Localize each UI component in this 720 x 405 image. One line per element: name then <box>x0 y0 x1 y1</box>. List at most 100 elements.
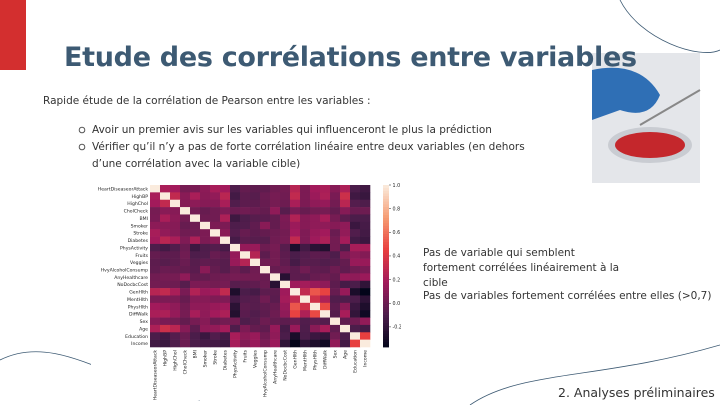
heatmap-cell <box>330 317 341 326</box>
heatmap-cell <box>300 185 311 193</box>
heatmap-cell <box>160 302 171 311</box>
heatmap-cell <box>200 229 211 237</box>
colorbar-step <box>383 263 389 267</box>
colorbar-step <box>383 198 389 202</box>
heatmap-cell <box>280 310 291 318</box>
heatmap-cell <box>260 236 271 245</box>
colorbar-step <box>383 317 389 321</box>
heatmap-cell <box>270 302 281 311</box>
colorbar-step <box>383 212 389 216</box>
heatmap-cell <box>290 221 301 230</box>
heatmap-cell <box>240 229 251 237</box>
heatmap-cell <box>150 221 161 230</box>
heatmap-cell <box>240 288 251 296</box>
heatmap-cell <box>280 324 291 333</box>
heatmap-cell <box>350 295 361 304</box>
heatmap-cell <box>190 199 201 208</box>
heatmap-cell <box>150 266 161 274</box>
heatmap-cell <box>230 266 241 274</box>
heatmap-cell <box>250 251 261 259</box>
heatmap-cell <box>210 243 221 252</box>
colorbar-step <box>383 193 389 197</box>
heatmap-cell <box>280 339 291 348</box>
heatmap-cell <box>180 317 191 326</box>
heatmap-cell <box>270 199 281 208</box>
heatmap-cell <box>330 288 341 296</box>
colorbar-step <box>383 266 389 270</box>
heatmap-cell <box>360 185 371 193</box>
heatmap-cell <box>240 243 251 252</box>
colorbar-step <box>383 328 389 332</box>
colorbar-step <box>383 268 389 272</box>
colorbar-step <box>383 185 389 189</box>
heatmap-cell <box>250 280 261 289</box>
heatmap-cell <box>160 280 171 289</box>
heatmap-cell <box>270 251 281 259</box>
heatmap-cell <box>300 302 311 311</box>
colorbar-step <box>383 257 389 261</box>
heatmap-cell <box>320 302 331 311</box>
heatmap-cell <box>290 185 301 193</box>
colorbar-step <box>383 206 389 210</box>
heatmap-cell <box>340 229 351 237</box>
heatmap-cell <box>240 185 251 193</box>
heatmap-cell <box>210 273 221 282</box>
heatmap-cell <box>320 317 331 326</box>
heatmap-cell <box>330 221 341 230</box>
heatmap-cell <box>280 302 291 311</box>
heatmap-cell <box>290 192 301 201</box>
heatmap-cell <box>360 339 371 348</box>
heatmap-cell <box>200 185 211 193</box>
intro: Rapide étude de la corrélation de Pearso… <box>43 95 371 107</box>
heatmap-cell <box>250 324 261 333</box>
heatmap-cell <box>280 280 291 289</box>
heatmap-cell <box>270 266 281 274</box>
heatmap-cell <box>280 317 291 326</box>
heatmap-cell <box>190 229 201 237</box>
colorbar-step <box>383 247 389 251</box>
heatmap-cell <box>210 317 221 326</box>
heatmap-cell <box>270 236 281 245</box>
colorbar-step <box>383 344 389 348</box>
heatmap-cell <box>220 339 231 348</box>
heatmap-cell <box>290 310 301 318</box>
heatmap-cell <box>360 192 371 201</box>
heatmap-cell <box>150 280 161 289</box>
heatmap-cell <box>250 185 261 193</box>
heatmap-cell <box>240 310 251 318</box>
heatmap-cell <box>190 317 201 326</box>
heatmap-cell <box>180 295 191 304</box>
row-label: GenHlth <box>129 290 148 296</box>
heatmap-cell <box>250 243 261 252</box>
heatmap-cell <box>180 258 191 267</box>
colorbar-step <box>383 341 389 345</box>
heatmap-cell <box>290 251 301 259</box>
row-label: Fruits <box>135 253 148 259</box>
heatmap-cell <box>330 229 341 237</box>
heatmap-cell <box>300 310 311 318</box>
heatmap-cell <box>210 324 221 333</box>
heatmap-cell <box>350 332 361 340</box>
heatmap-cell <box>210 339 221 348</box>
heatmap-cell <box>160 236 171 245</box>
heatmap-cell <box>230 280 241 289</box>
heatmap-cell <box>350 302 361 311</box>
heatmap-cell <box>350 324 361 333</box>
heatmap-cell <box>180 332 191 340</box>
row-label: DiffWalk <box>129 312 148 318</box>
heatmap-cell <box>240 273 251 282</box>
heatmap-cell <box>270 214 281 223</box>
colorbar-step <box>383 301 389 305</box>
heatmap-cell <box>150 258 161 267</box>
heatmap-cell <box>290 324 301 333</box>
heatmap-cell <box>220 266 231 274</box>
heatmap-cell <box>340 221 351 230</box>
colorbar-label: 0.6 <box>393 230 401 236</box>
heatmap-cell <box>200 243 211 252</box>
colorbar-step <box>383 225 389 229</box>
heatmap-cell <box>340 266 351 274</box>
heatmap-cell <box>280 266 291 274</box>
heatmap-cell <box>360 324 371 333</box>
heatmap-cell <box>340 317 351 326</box>
heatmap-cell <box>150 185 161 193</box>
